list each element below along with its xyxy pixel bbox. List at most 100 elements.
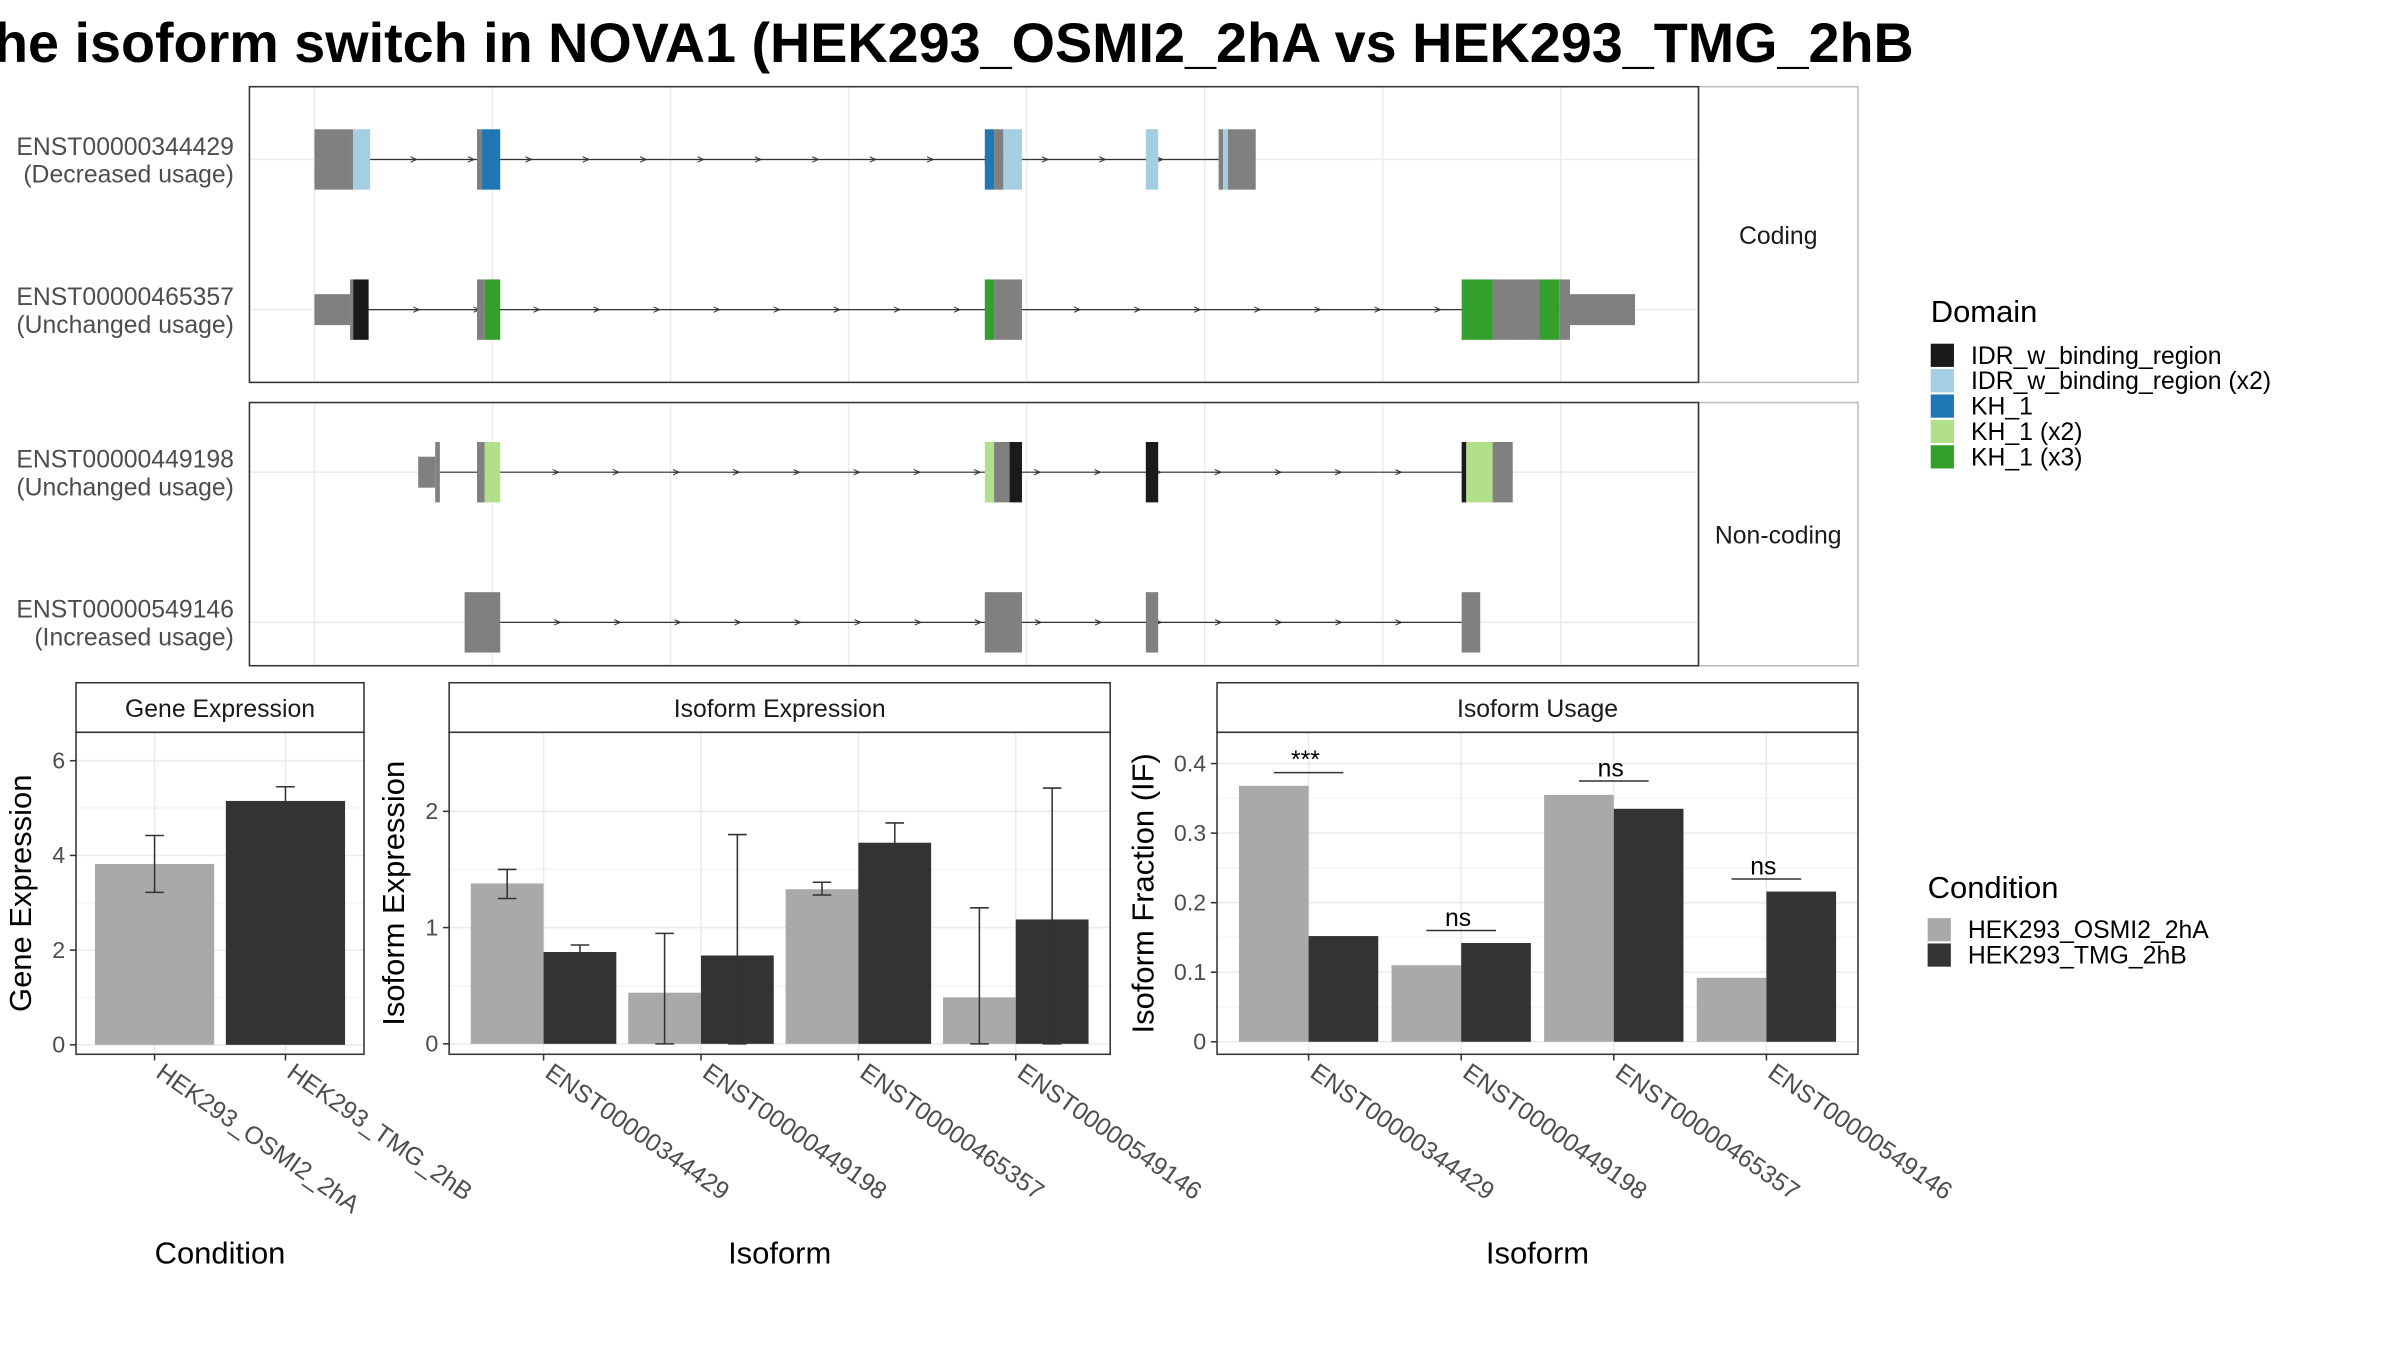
bar	[858, 842, 932, 1044]
exon-segment	[1145, 442, 1159, 503]
exon-segment	[350, 129, 354, 190]
transcript-id-label: ENST00000449198	[16, 447, 234, 474]
significance-label: ns	[1445, 905, 1471, 932]
transcript-usage-label: (Unchanged usage)	[16, 312, 234, 339]
structure-facet-non-coding: Non-coding ENST00000449198(Unchanged usag…	[16, 401, 1859, 667]
y-tick-label: 0	[52, 1032, 65, 1058]
panel-border	[248, 85, 1700, 384]
exon-segment	[418, 456, 436, 488]
transcript-id-label: ENST00000344429	[16, 134, 234, 161]
exon-segment	[1461, 279, 1493, 340]
bar	[1613, 808, 1684, 1042]
domain-legend-label: KH_1 (x2)	[1971, 419, 2082, 446]
exon-segment	[1492, 442, 1513, 503]
bar	[1308, 936, 1379, 1042]
bar	[1544, 794, 1614, 1042]
transcript-id-label: ENST00000549146	[16, 597, 234, 624]
bar	[470, 883, 544, 1044]
exon-segment	[1145, 592, 1159, 653]
y-tick-label: 6	[52, 747, 65, 773]
exon-segment	[1559, 279, 1571, 340]
exon-segment	[314, 129, 351, 190]
domain-legend: Domain IDR_w_binding_regionIDR_w_binding_…	[1930, 294, 2271, 471]
bar	[785, 889, 859, 1044]
exon-segment	[1218, 129, 1224, 190]
transcript-row: ENST00000549146(Increased usage)	[16, 592, 1481, 653]
bar	[1391, 965, 1462, 1042]
domain-legend-label: KH_1	[1971, 394, 2033, 421]
y-tick-label: 4	[52, 842, 65, 868]
exon-segment	[484, 442, 501, 503]
transcript-usage-label: (Decreased usage)	[23, 162, 234, 189]
domain-legend-label: IDR_w_binding_region (x2)	[1971, 368, 2271, 395]
y-axis-title: Gene Expression	[3, 775, 38, 1012]
chart-title: Gene Expression	[125, 696, 315, 723]
condition-legend-label: HEK293_TMG_2hB	[1968, 943, 2187, 970]
domain-legend-swatch	[1930, 369, 1954, 393]
y-tick-label: 0.4	[1174, 750, 1206, 776]
exon-segment	[350, 279, 354, 340]
y-tick-label: 0	[425, 1031, 438, 1057]
chart-title-strip	[1216, 681, 1859, 734]
domain-legend-swatch	[1930, 445, 1954, 469]
plot-border	[1216, 731, 1859, 1056]
transcript-row: ENST00000449198(Unchanged usage)	[16, 442, 1513, 503]
domain-legend-swatch	[1930, 343, 1954, 367]
exon-segment	[484, 279, 501, 340]
chart-title-strip	[448, 681, 1111, 734]
exon-segment	[477, 129, 482, 190]
panel-border	[248, 401, 1700, 667]
transcript-row: ENST00000344429(Decreased usage)	[16, 129, 1256, 190]
chart-title: Isoform Expression	[674, 696, 886, 723]
y-tick-label: 0.3	[1174, 820, 1206, 846]
bar-charts: Gene Expression0246HEK293_OSMI2_2hAHEK29…	[3, 681, 1957, 1270]
bar	[1696, 977, 1767, 1042]
exon-segment	[435, 442, 440, 503]
condition-legend-title: Condition	[1928, 870, 2059, 905]
bar	[1238, 785, 1309, 1042]
figure-title: he isoform switch in NOVA1 (HEK293_OSMI2…	[0, 12, 1914, 74]
condition-legend-swatch	[1927, 918, 1951, 942]
domain-legend-swatch	[1930, 419, 1954, 444]
exon-segment	[481, 129, 501, 190]
y-tick-label: 1	[425, 914, 438, 940]
exon-segment	[477, 279, 485, 340]
exon-segment	[984, 442, 995, 503]
facet-strip-label: Coding	[1739, 223, 1817, 250]
bar	[94, 863, 215, 1045]
exon-segment	[984, 129, 995, 190]
condition-legend-swatch	[1927, 943, 1951, 967]
bar	[1766, 891, 1837, 1042]
exon-segment	[353, 279, 369, 340]
exon-segment	[1223, 129, 1228, 190]
domain-legend-title: Domain	[1931, 294, 2038, 329]
exon-segment	[1492, 279, 1540, 340]
exon-segment	[984, 592, 1022, 653]
bar	[543, 951, 617, 1044]
transcript-usage-label: (Unchanged usage)	[16, 474, 234, 501]
exon-segment	[1461, 442, 1467, 503]
y-axis-title: Isoform Expression	[376, 761, 411, 1026]
plot-border	[75, 731, 365, 1056]
exon-segment	[984, 279, 995, 340]
significance-label: ***	[1291, 747, 1320, 774]
chart-isoform-expression: Isoform Expression012ENST00000344429ENST…	[376, 681, 1206, 1270]
exon-segment	[1570, 294, 1636, 326]
exon-segment	[1227, 129, 1256, 190]
facet-strip-label: Non-coding	[1715, 522, 1842, 549]
transcript-usage-label: (Increased usage)	[34, 625, 234, 652]
exon-segment	[1461, 592, 1481, 653]
chart-isoform-usage: Isoform Usage***nsnsns00.10.20.30.4ENST0…	[1126, 681, 1957, 1270]
y-axis-title: Isoform Fraction (IF)	[1126, 753, 1161, 1033]
domain-legend-label: KH_1 (x3)	[1971, 444, 2082, 471]
y-tick-label: 0	[1193, 1029, 1206, 1055]
transcript-id-label: ENST00000465357	[16, 284, 234, 311]
exon-segment	[1009, 442, 1022, 503]
x-axis-title: Isoform	[1486, 1235, 1589, 1270]
y-tick-label: 2	[52, 937, 65, 963]
plot-border	[448, 731, 1111, 1056]
y-tick-label: 0.1	[1174, 959, 1206, 985]
bar	[225, 800, 346, 1045]
